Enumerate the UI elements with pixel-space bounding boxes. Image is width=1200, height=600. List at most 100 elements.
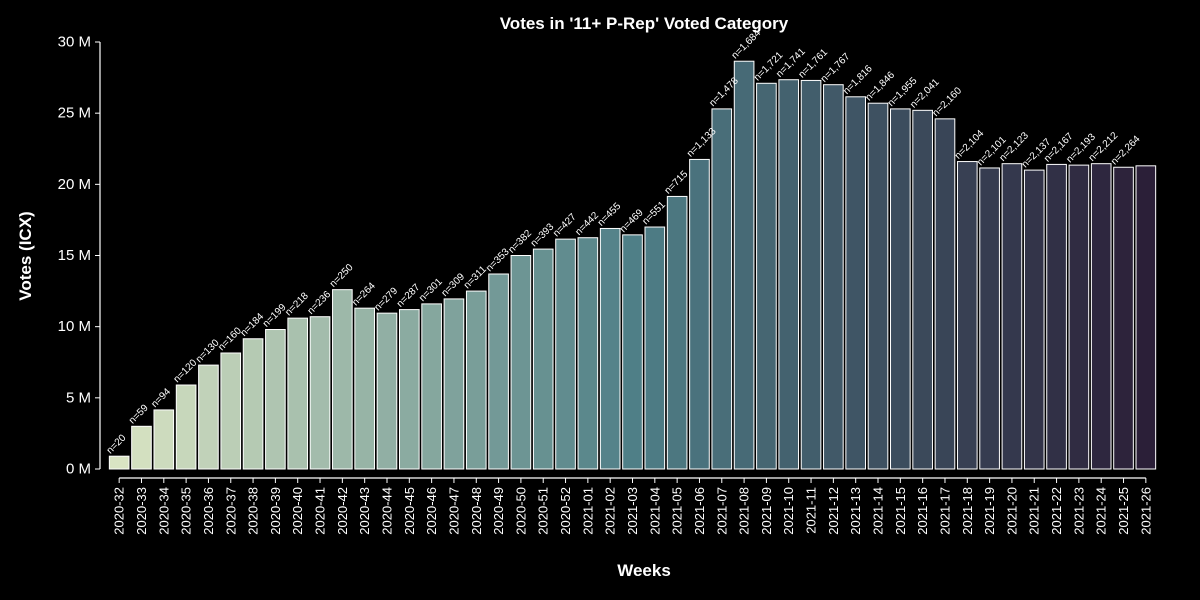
x-tick-label: 2021-19 — [982, 487, 997, 535]
bar-2021-25 — [1113, 166, 1134, 470]
bar-annotation: n=184 — [239, 311, 267, 339]
bar-annotation: n=59 — [127, 402, 151, 426]
x-tick-label: 2021-06 — [692, 487, 707, 535]
bar-2021-09 — [756, 82, 777, 470]
bar-2020-42 — [332, 289, 353, 470]
x-tick-label: 2021-26 — [1138, 487, 1153, 535]
x-tick-label: 2020-34 — [156, 487, 171, 535]
bar-2020-43 — [354, 307, 375, 470]
bar-2021-12 — [823, 84, 844, 470]
x-tick-label: 2020-35 — [179, 487, 194, 535]
bar-2020-36 — [198, 364, 219, 470]
x-tick-label: 2021-09 — [759, 487, 774, 535]
x-tick-label: 2020-45 — [402, 487, 417, 535]
bar-2021-16 — [912, 109, 933, 470]
bar-annotation: n=218 — [283, 290, 311, 318]
bar-2020-33 — [131, 425, 152, 470]
x-tick-label: 2021-02 — [603, 487, 618, 535]
bar-annotation: n=120 — [172, 357, 200, 385]
bar-annotation: n=427 — [551, 211, 579, 239]
x-tick-label: 2021-17 — [937, 487, 952, 535]
x-tick-label: 2020-49 — [491, 487, 506, 535]
bar-2021-23 — [1068, 164, 1090, 470]
bar-2021-11 — [800, 79, 822, 470]
bar-annotation: n=130 — [194, 337, 222, 365]
x-tick-label: 2021-03 — [625, 487, 640, 535]
bar-2021-18 — [956, 161, 978, 470]
bar-2020-50 — [510, 255, 532, 470]
bar-2021-24 — [1090, 163, 1112, 470]
x-tick-label: 2021-04 — [647, 487, 662, 535]
bar-2020-41 — [309, 316, 331, 470]
bar-2020-52 — [555, 238, 576, 470]
x-tick-label: 2020-36 — [201, 487, 216, 535]
x-tick-label: 2020-39 — [268, 487, 283, 535]
bar-2020-47 — [443, 298, 465, 470]
x-tick-label: 2021-20 — [1004, 487, 1019, 535]
x-tick-label: 2021-12 — [826, 487, 841, 535]
y-tick-label: 25 M — [58, 105, 91, 122]
x-tick-label: 2020-48 — [469, 487, 484, 535]
x-tick-label: 2020-43 — [357, 487, 372, 535]
x-tick-label: 2020-41 — [313, 487, 328, 535]
y-tick-label: 30 M — [58, 34, 91, 51]
bar-2020-51 — [532, 248, 554, 470]
chart-title: Votes in '11+ P-Rep' Voted Category — [499, 14, 789, 33]
bar-2021-07 — [711, 108, 733, 470]
bar-annotation: n=94 — [149, 386, 173, 410]
bar-2021-05 — [666, 195, 688, 470]
bar-2020-32 — [108, 455, 130, 470]
x-tick-label: 2021-01 — [580, 487, 595, 535]
x-tick-label: 2021-21 — [1027, 487, 1042, 535]
x-tick-label: 2020-38 — [246, 487, 261, 535]
y-axis: 0 M 5 M 10 M 15 M 20 M 25 M 30 M — [58, 34, 101, 478]
x-tick-label: 2021-11 — [804, 487, 819, 534]
bar-2021-26 — [1135, 165, 1157, 470]
bar-2020-39 — [265, 329, 286, 470]
bar-2020-37 — [220, 352, 242, 470]
bar-2021-08 — [733, 60, 755, 470]
y-tick-label: 5 M — [66, 389, 91, 406]
x-tick-label: 2020-46 — [424, 487, 439, 535]
x-tick-label: 2021-08 — [737, 487, 752, 535]
bar-2021-17 — [934, 118, 956, 470]
bar-2021-01 — [577, 237, 599, 470]
bar-annotation: n=20 — [105, 432, 129, 456]
bar-2021-04 — [644, 226, 666, 470]
bar-annotation: n=199 — [261, 302, 289, 330]
bar-2021-19 — [979, 167, 1000, 470]
x-tick-label: 2021-25 — [1116, 487, 1131, 535]
y-tick-label: 15 M — [58, 247, 91, 264]
bar-2021-21 — [1023, 169, 1045, 470]
x-tick-label: 2020-50 — [513, 487, 528, 535]
bar-2021-14 — [867, 102, 889, 470]
bar-2021-22 — [1046, 163, 1067, 470]
bar-2021-03 — [622, 234, 643, 470]
x-tick-label: 2021-13 — [848, 487, 863, 535]
x-tick-label: 2021-15 — [893, 487, 908, 535]
bar-2020-45 — [398, 309, 420, 470]
y-tick-label: 10 M — [58, 318, 91, 335]
x-tick-label: 2020-40 — [290, 487, 305, 535]
bar-2021-13 — [845, 96, 867, 470]
x-tick-label: 2020-47 — [446, 487, 461, 535]
x-tick-label: 2020-32 — [112, 487, 127, 535]
x-tick-label: 2021-23 — [1071, 487, 1086, 535]
bar-2021-06 — [689, 158, 710, 470]
x-tick-label: 2021-05 — [670, 487, 685, 535]
x-tick-label: 2021-10 — [781, 487, 796, 535]
x-tick-label: 2020-44 — [379, 487, 394, 535]
x-tick-label: 2020-52 — [558, 487, 573, 535]
x-tick-label: 2021-24 — [1094, 487, 1109, 535]
x-tick-label: 2021-16 — [915, 487, 930, 535]
x-tick-label: 2021-07 — [714, 487, 729, 535]
y-tick-label: 0 M — [66, 461, 91, 478]
x-tick-label: 2021-18 — [960, 487, 975, 535]
bar-2020-48 — [465, 290, 487, 470]
bar-2021-15 — [890, 108, 911, 470]
bar-2021-20 — [1001, 163, 1023, 470]
bar-annotation: n=250 — [328, 262, 356, 290]
x-axis-label: Weeks — [617, 561, 671, 580]
x-tick-label: 2020-51 — [536, 487, 551, 535]
